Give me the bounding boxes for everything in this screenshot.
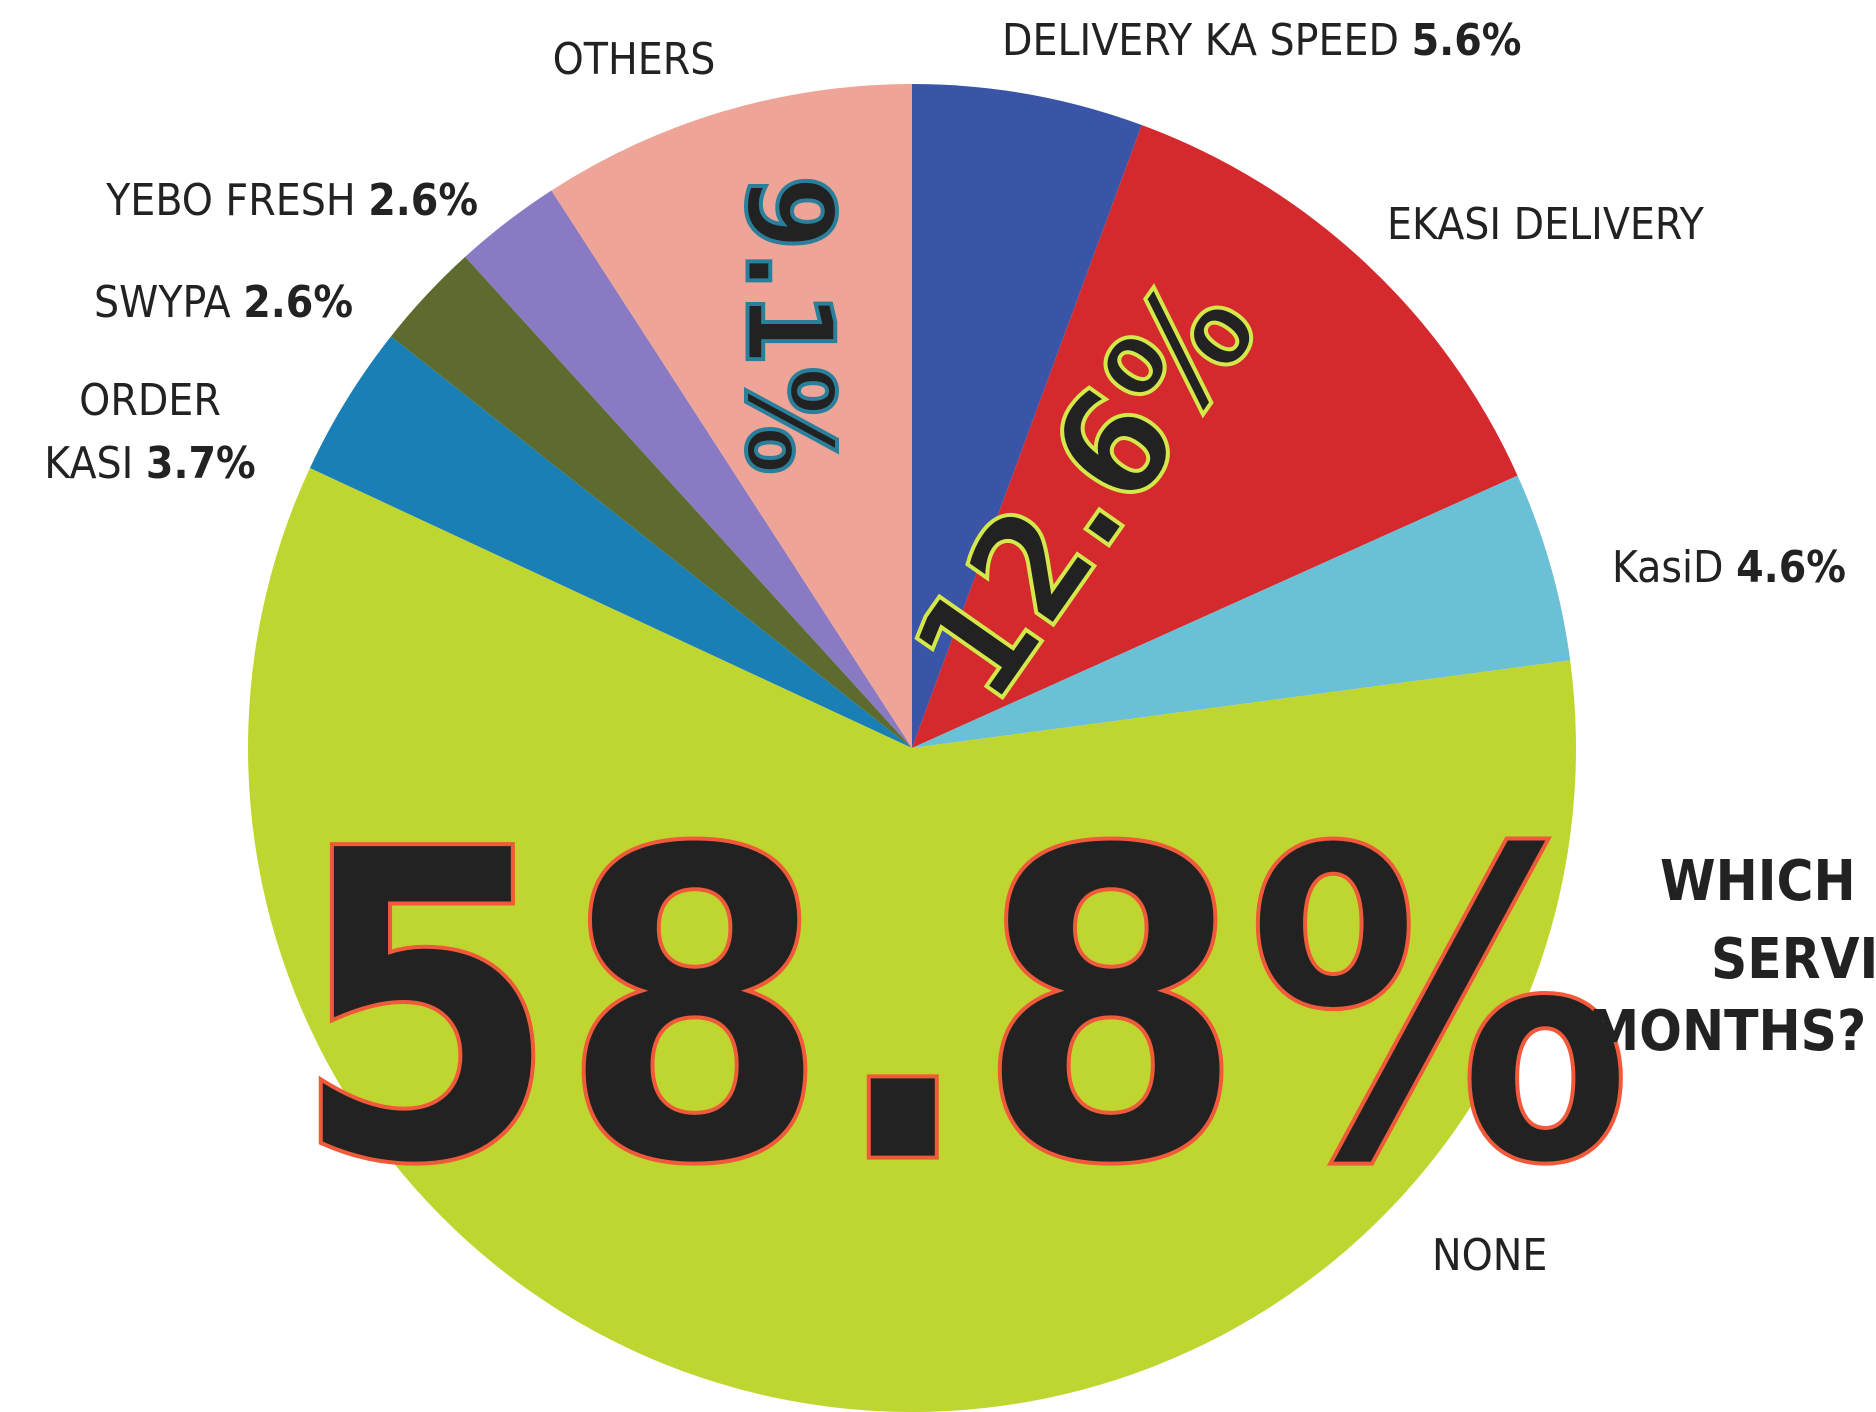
pie-slice xyxy=(912,125,1518,749)
value-label: 5.6% xyxy=(1412,15,1522,66)
category-label: OTHERS xyxy=(553,34,716,85)
pie-slice xyxy=(465,190,912,748)
category-label: NONE xyxy=(1432,1230,1547,1281)
category-label: SWYPA xyxy=(94,277,231,328)
category-label: KasiD xyxy=(1612,542,1724,593)
value-label: 3.7% xyxy=(146,438,256,489)
chart-title: SERVI xyxy=(1711,927,1876,992)
pie-slice xyxy=(309,336,912,748)
value-label: 4.6% xyxy=(1736,542,1846,593)
pie-slice xyxy=(912,84,1142,748)
slice-label: DELIVERY KA SPEED 5.6% xyxy=(1002,15,1521,66)
value-label: 2.6% xyxy=(368,175,478,226)
category-label: EKASI DELIVERY xyxy=(1387,199,1705,250)
pie-slice xyxy=(248,468,1577,1412)
slice-label: ORDER xyxy=(79,375,221,426)
pie-slice xyxy=(912,475,1571,748)
slice-label: SWYPA 2.6% xyxy=(94,277,353,328)
pie-slice xyxy=(551,84,912,748)
slice-label: OTHERS xyxy=(553,34,716,85)
slice-label-line: KASI 3.7% xyxy=(44,438,255,489)
value-label: 9.1% xyxy=(718,175,857,474)
pie-slice xyxy=(391,256,913,748)
value-label: 58.8% xyxy=(291,760,1633,1260)
pie xyxy=(248,84,1577,1412)
chart-title: MONTHS? xyxy=(1589,999,1866,1064)
slice-label: NONE xyxy=(1432,1230,1547,1281)
category-label: DELIVERY KA SPEED xyxy=(1002,15,1399,66)
slice-label: EKASI DELIVERY xyxy=(1387,199,1705,250)
slice-label: KasiD 4.6% xyxy=(1612,542,1846,593)
slice-label: YEBO FRESH 2.6% xyxy=(105,175,478,226)
chart-title: WHICH xyxy=(1660,849,1856,914)
value-label: 2.6% xyxy=(243,277,353,328)
category-label: YEBO FRESH xyxy=(105,175,355,226)
